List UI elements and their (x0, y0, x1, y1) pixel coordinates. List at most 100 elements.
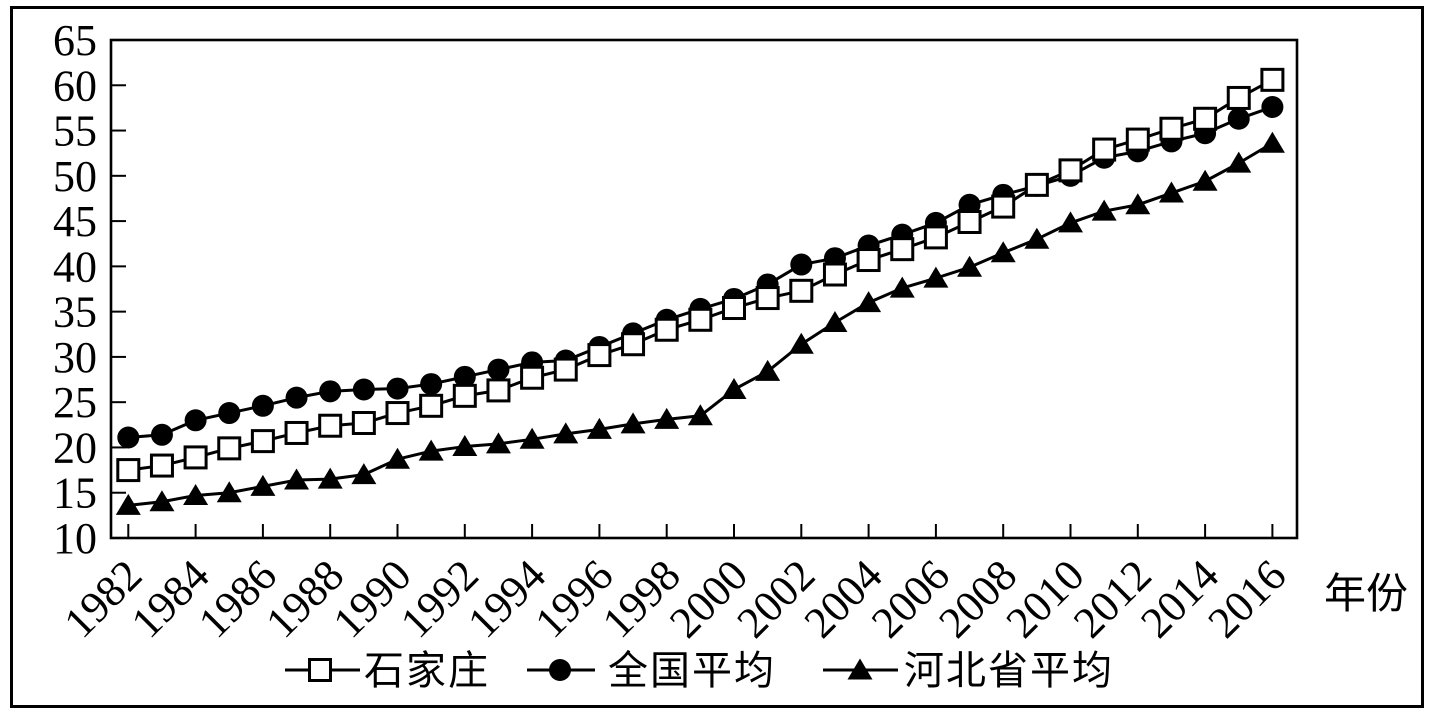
marker-square-shijiazhuang (1024, 172, 1049, 197)
marker-triangle-hebei (822, 311, 848, 333)
marker-triangle-hebei (1058, 211, 1083, 233)
marker-triangle-legend-hebei (847, 658, 873, 680)
figure-border (10, 6, 1424, 708)
marker-square-shijiazhuang (1193, 106, 1218, 131)
legend-label-hebei: 河北省平均 (904, 648, 1114, 693)
marker-triangle-hebei (755, 359, 781, 381)
marker-square-shijiazhuang (1125, 127, 1150, 152)
marker-square-shijiazhuang (991, 194, 1016, 219)
marker-square-shijiazhuang (149, 453, 174, 478)
marker-triangle-hebei (351, 463, 377, 485)
marker-circle-national (251, 394, 274, 417)
marker-triangle-hebei (452, 435, 478, 457)
legend-label-shijiazhuang: 石家庄 (364, 648, 490, 693)
marker-square-shijiazhuang (1260, 67, 1285, 92)
marker-triangle-hebei (620, 412, 646, 434)
marker-square-shijiazhuang (183, 445, 208, 470)
y-tick-label: 60 (53, 61, 97, 110)
y-tick-label: 65 (53, 16, 97, 65)
marker-circle-national (117, 426, 140, 449)
x-tick-label: 2016 (1199, 550, 1296, 647)
marker-circle-national (150, 423, 173, 446)
marker-triangle-hebei (216, 481, 242, 503)
legend-label-national: 全国平均 (608, 648, 776, 693)
marker-triangle-hebei (1125, 193, 1151, 215)
marker-circle-national (184, 409, 207, 432)
marker-circle-legend-national (549, 659, 571, 681)
marker-square-shijiazhuang (486, 378, 511, 403)
marker-square-shijiazhuang (654, 317, 679, 342)
marker-triangle-hebei (1192, 169, 1218, 191)
marker-triangle-hebei (687, 404, 713, 426)
y-tick-label: 55 (53, 107, 97, 156)
marker-square-shijiazhuang (318, 413, 343, 438)
marker-square-shijiazhuang (284, 420, 309, 445)
marker-square-shijiazhuang (553, 357, 578, 382)
marker-triangle-hebei (1259, 131, 1285, 153)
y-tick-label: 15 (53, 469, 97, 518)
marker-square-shijiazhuang (217, 436, 242, 461)
y-tick-label: 10 (53, 514, 97, 563)
marker-circle-national (1227, 107, 1250, 130)
marker-square-shijiazhuang (520, 365, 545, 390)
marker-triangle-hebei (889, 276, 915, 298)
marker-square-shijiazhuang (1159, 116, 1184, 141)
marker-triangle-hebei (149, 490, 175, 512)
marker-square-shijiazhuang (822, 262, 847, 287)
marker-square-shijiazhuang (923, 225, 948, 250)
y-tick-label: 50 (53, 152, 97, 201)
marker-circle-national (218, 402, 241, 425)
marker-triangle-hebei (1158, 181, 1184, 203)
marker-square-shijiazhuang (419, 393, 444, 418)
marker-triangle-hebei (1091, 199, 1117, 221)
marker-square-shijiazhuang (1092, 137, 1117, 162)
marker-square-shijiazhuang (116, 458, 141, 483)
marker-circle-national (1261, 96, 1284, 119)
marker-triangle-hebei (856, 291, 882, 313)
y-tick-label: 40 (53, 242, 97, 291)
marker-triangle-hebei (586, 417, 612, 439)
marker-triangle-hebei (250, 474, 276, 496)
marker-triangle-hebei (923, 266, 949, 288)
marker-circle-national (790, 253, 813, 276)
marker-circle-national (453, 365, 476, 388)
marker-triangle-hebei (485, 432, 511, 454)
marker-triangle-hebei (385, 447, 410, 469)
marker-square-shijiazhuang (351, 411, 376, 436)
marker-circle-national (386, 377, 409, 400)
marker-square-shijiazhuang (890, 237, 915, 262)
marker-square-shijiazhuang (789, 278, 814, 303)
marker-triangle-hebei (990, 241, 1016, 263)
marker-square-shijiazhuang (1226, 85, 1251, 110)
marker-circle-national (352, 378, 375, 401)
marker-triangle-hebei (284, 468, 310, 490)
marker-triangle-hebei (115, 493, 141, 515)
marker-square-shijiazhuang (957, 209, 982, 234)
marker-triangle-hebei (1226, 151, 1252, 173)
marker-square-shijiazhuang (688, 307, 713, 332)
marker-circle-national (285, 386, 308, 409)
marker-square-shijiazhuang (621, 332, 646, 357)
marker-square-shijiazhuang (452, 383, 477, 408)
plot-frame (109, 38, 1299, 540)
marker-triangle-hebei (418, 439, 444, 461)
marker-square-shijiazhuang (856, 248, 881, 273)
marker-square-legend-shijiazhuang (308, 658, 332, 682)
marker-triangle-hebei (788, 332, 814, 354)
y-tick-label: 45 (53, 197, 97, 246)
marker-circle-national (487, 358, 510, 381)
marker-triangle-hebei (957, 255, 983, 277)
marker-square-shijiazhuang (250, 429, 275, 454)
y-tick-label: 25 (53, 378, 97, 427)
marker-square-shijiazhuang (1058, 158, 1083, 183)
y-tick-label: 20 (53, 423, 97, 472)
marker-triangle-hebei (654, 407, 680, 429)
marker-triangle-hebei (553, 422, 579, 444)
marker-circle-national (420, 373, 443, 396)
marker-square-shijiazhuang (587, 343, 612, 368)
marker-square-shijiazhuang (385, 401, 410, 426)
marker-triangle-hebei (1024, 227, 1050, 249)
y-tick-label: 30 (53, 333, 97, 382)
